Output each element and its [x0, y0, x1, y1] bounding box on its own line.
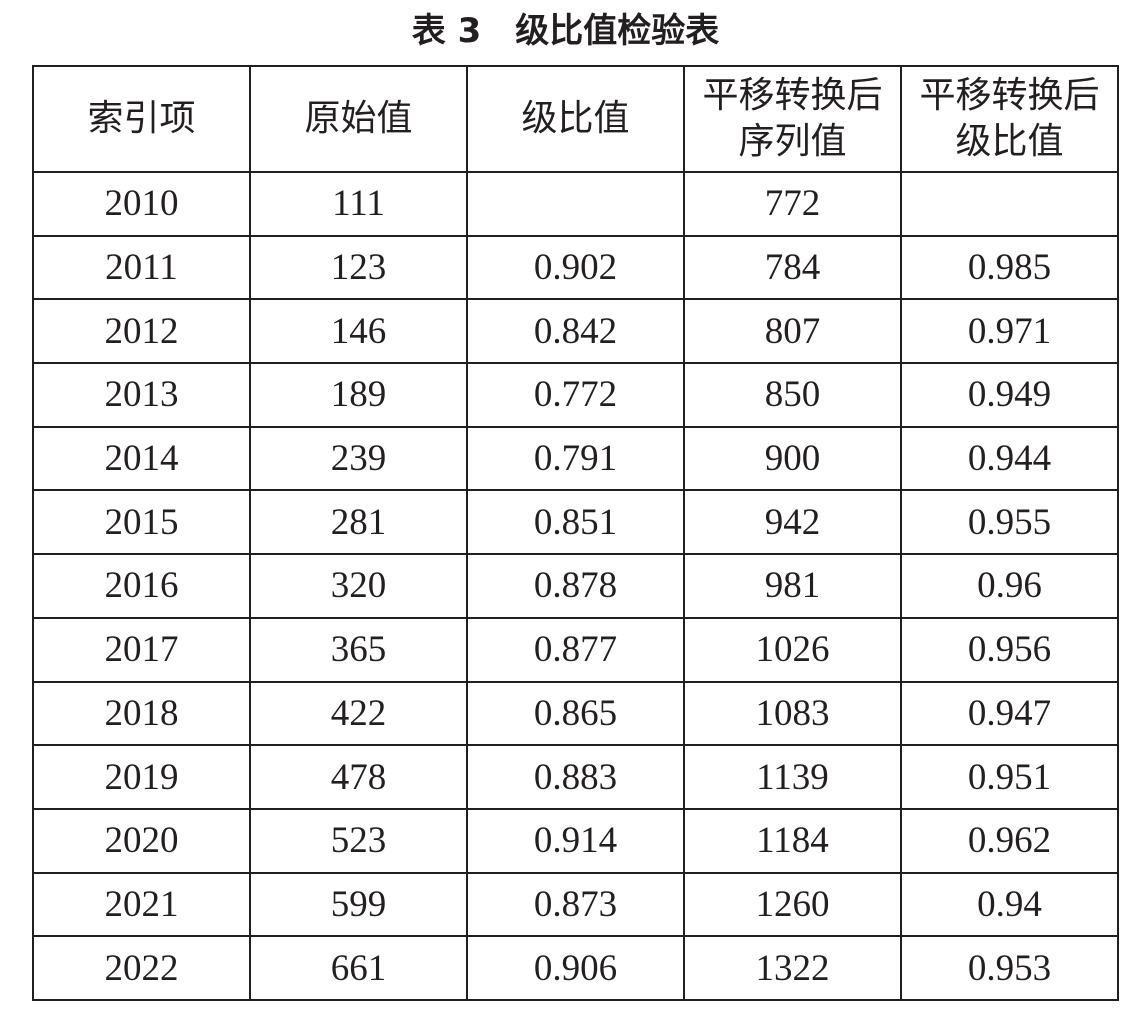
table-cell: 2022	[32, 935, 251, 1001]
table-cell: 0.865	[466, 680, 685, 747]
table-cell: 2019	[32, 744, 251, 810]
table-cell: 0.944	[900, 425, 1119, 492]
table-cell: 2014	[32, 425, 251, 492]
header-cell: 平移转换后 序列值	[683, 65, 902, 173]
header-row: 索引项 原始值 级比值 平移转换后 序列值 平移转换后 级比值	[32, 65, 1119, 173]
table-cell: 850	[683, 362, 902, 428]
table-row: 2012 146 0.842 807 0.971	[32, 298, 1119, 365]
table-cell: 2012	[32, 298, 251, 365]
table-cell: 365	[249, 616, 468, 683]
table-cell: 661	[249, 935, 468, 1001]
table-cell: 0.851	[466, 489, 685, 556]
table-cell: 0.956	[900, 616, 1119, 683]
table-cell: 123	[249, 234, 468, 301]
table-cell: 0.906	[466, 935, 685, 1001]
header-cell: 索引项	[32, 65, 251, 173]
table-cell: 2017	[32, 616, 251, 683]
table-row: 2018 422 0.865 1083 0.947	[32, 680, 1119, 747]
ratio-table: 索引项 原始值 级比值 平移转换后 序列值 平移转换后 级比值 2010 111 772 20…	[32, 65, 1119, 1001]
table-cell: 0.951	[900, 744, 1119, 810]
table-row: 2016 320 0.878 981 0.96	[32, 553, 1119, 619]
table-cell: 146	[249, 298, 468, 365]
header-cell: 级比值	[466, 65, 685, 173]
table-cell: 981	[683, 553, 902, 619]
table-cell: 2021	[32, 871, 251, 938]
table-cell: 900	[683, 425, 902, 492]
table-row: 2021 599 0.873 1260 0.94	[32, 871, 1119, 938]
table-row: 2014 239 0.791 900 0.944	[32, 425, 1119, 492]
empty-cell	[466, 171, 685, 237]
header-cell: 平移转换后 级比值	[900, 65, 1119, 173]
table-cell: 0.791	[466, 425, 685, 492]
table-cell: 111	[249, 171, 468, 237]
table-cell: 320	[249, 553, 468, 619]
empty-cell	[900, 171, 1119, 237]
table-cell: 1260	[683, 871, 902, 938]
table-cell: 0.953	[900, 935, 1119, 1001]
table-cell: 942	[683, 489, 902, 556]
table-cell: 2010	[32, 171, 251, 237]
table-row: 2019 478 0.883 1139 0.951	[32, 744, 1119, 810]
table-cell: 0.772	[466, 362, 685, 428]
table-cell: 1322	[683, 935, 902, 1001]
table-cell: 239	[249, 425, 468, 492]
table-row: 2010 111 772	[32, 171, 1119, 237]
table-cell: 0.962	[900, 807, 1119, 874]
table-row: 2011 123 0.902 784 0.985	[32, 234, 1119, 301]
table-cell: 422	[249, 680, 468, 747]
table-row: 2020 523 0.914 1184 0.962	[32, 807, 1119, 874]
table-cell: 0.94	[900, 871, 1119, 938]
table-cell: 523	[249, 807, 468, 874]
table-row: 2017 365 0.877 1026 0.956	[32, 616, 1119, 683]
table-header: 索引项 原始值 级比值 平移转换后 序列值 平移转换后 级比值	[32, 65, 1119, 173]
table-row: 2013 189 0.772 850 0.949	[32, 362, 1119, 428]
table-cell: 1139	[683, 744, 902, 810]
table-title: 表 3 级比值检验表	[411, 11, 720, 51]
table-cell: 2015	[32, 489, 251, 556]
table-cell: 0.96	[900, 553, 1119, 619]
table-row: 2022 661 0.906 1322 0.953	[32, 935, 1119, 1001]
table-cell: 807	[683, 298, 902, 365]
table-cell: 189	[249, 362, 468, 428]
table-cell: 0.955	[900, 489, 1119, 556]
table-cell: 0.842	[466, 298, 685, 365]
table-body: 2010 111 772 2011 123 0.902 784 0.985 2012 146 0.8…	[32, 171, 1119, 1001]
table-cell: 0.949	[900, 362, 1119, 428]
table-cell: 281	[249, 489, 468, 556]
table-cell: 2016	[32, 553, 251, 619]
table-cell: 0.914	[466, 807, 685, 874]
table-cell: 599	[249, 871, 468, 938]
table-cell: 784	[683, 234, 902, 301]
table-cell: 0.873	[466, 871, 685, 938]
table-row: 2015 281 0.851 942 0.955	[32, 489, 1119, 556]
header-cell: 原始值	[249, 65, 468, 173]
table-cell: 1026	[683, 616, 902, 683]
table-cell: 0.985	[900, 234, 1119, 301]
table-cell: 478	[249, 744, 468, 810]
table-cell: 2020	[32, 807, 251, 874]
table-cell: 0.878	[466, 553, 685, 619]
table-cell: 1083	[683, 680, 902, 747]
table-cell: 2013	[32, 362, 251, 428]
table-cell: 0.883	[466, 744, 685, 810]
table-cell: 0.947	[900, 680, 1119, 747]
table-cell: 0.902	[466, 234, 685, 301]
table-cell: 0.971	[900, 298, 1119, 365]
table-cell: 1184	[683, 807, 902, 874]
table-cell: 2011	[32, 234, 251, 301]
table-cell: 0.877	[466, 616, 685, 683]
table-cell: 2018	[32, 680, 251, 747]
table-cell: 772	[683, 171, 902, 237]
